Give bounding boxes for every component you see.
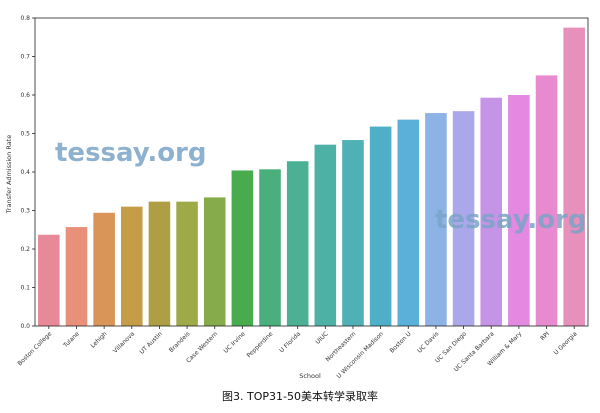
y-tick-label-4: 0.4 [20, 169, 30, 176]
bar-4 [148, 201, 171, 326]
x-tick-label-1: Tulane [62, 330, 82, 350]
bar-17 [508, 95, 530, 326]
y-tick-label-2: 0.2 [20, 246, 30, 253]
y-tick-label-0: 0.0 [20, 323, 30, 330]
bar-16 [480, 97, 503, 326]
plot-frame [34, 17, 589, 327]
x-tick-label-4: UT Austin [139, 330, 164, 355]
bar-5 [176, 201, 198, 326]
bar-6 [203, 197, 226, 326]
bar-3 [120, 206, 143, 326]
x-tick-label-19: U Georgia [553, 330, 579, 356]
bar-18 [535, 75, 558, 327]
bar-15 [452, 111, 475, 326]
x-tick-label-14: UC Davis [416, 330, 440, 354]
watermark-left: tessay.org [55, 138, 207, 168]
x-axis-title: School [299, 372, 321, 380]
x-tick-label-3: Villanova [112, 330, 137, 355]
y-tick-label-3: 0.3 [20, 208, 30, 215]
y-axis-title: Transfer Admission Rate [5, 135, 13, 214]
bar-11 [342, 140, 364, 326]
y-tick-label-8: 0.8 [20, 15, 30, 22]
x-tick-label-5: Brandeis [168, 330, 192, 354]
y-tick-label-5: 0.5 [20, 131, 30, 138]
bar-2 [93, 212, 115, 326]
x-tick-label-0: Boston College [16, 330, 53, 367]
bar-10 [314, 144, 337, 326]
bar-7 [231, 170, 254, 326]
x-tick-label-13: Boston U [389, 330, 413, 354]
bar-1 [65, 227, 88, 326]
x-tick-label-9: U Florida [278, 330, 302, 354]
x-tick-label-2: Lehigh [89, 330, 108, 349]
bar-13 [397, 119, 420, 326]
y-tick-label-1: 0.1 [20, 285, 30, 292]
x-tick-label-7: UC Irvine [222, 330, 247, 355]
bar-14 [425, 113, 447, 326]
x-tick-label-12: U Wisconsin Madison [335, 330, 385, 380]
y-tick-label-6: 0.6 [20, 92, 30, 99]
bar-19 [563, 27, 585, 327]
bar-8 [259, 169, 281, 326]
bars-layer [38, 27, 585, 327]
x-tick-label-18: RPI [539, 330, 551, 342]
x-tick-label-10: UIUC [314, 330, 329, 345]
bar-12 [369, 126, 392, 326]
bar-9 [286, 161, 309, 326]
figure-caption: 图3. TOP31-50美本转学录取率 [222, 390, 378, 403]
y-tick-label-7: 0.7 [20, 54, 30, 61]
x-tick-label-8: Pepperdine [246, 330, 275, 359]
watermark-right: tessay.org [435, 205, 587, 235]
bar-0 [38, 234, 60, 326]
